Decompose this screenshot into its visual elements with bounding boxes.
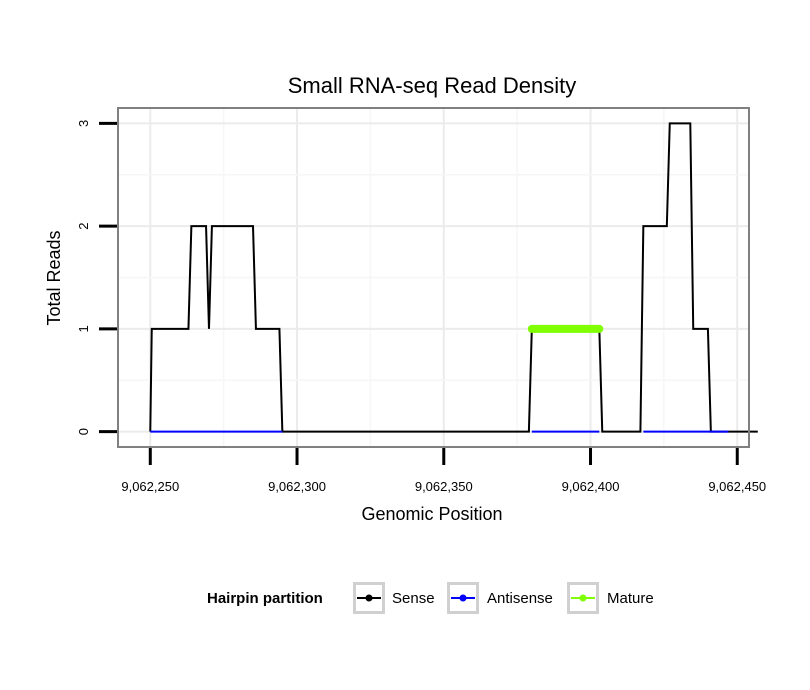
legend-title: Hairpin partition <box>207 590 323 607</box>
x-axis: 9,062,250 9,062,300 9,062,350 9,062,400 9,06… <box>121 448 766 494</box>
legend-key-dot-sense <box>365 594 373 602</box>
legend-label-sense: Sense <box>392 590 435 607</box>
chart-title: Small RNA-seq Read Density <box>288 73 577 98</box>
y-tick-label: 2 <box>76 223 91 230</box>
y-axis: 0 1 2 3 <box>76 120 117 435</box>
x-tick-label: 9,062,300 <box>268 479 326 494</box>
x-tick-label: 9,062,400 <box>562 479 620 494</box>
y-tick-label: 0 <box>76 428 91 435</box>
legend-label-mature: Mature <box>607 590 654 607</box>
legend: Hairpin partition Sense Antisense Mature <box>207 582 654 614</box>
y-tick-label: 3 <box>76 120 91 127</box>
grid-lines <box>118 108 749 447</box>
y-axis-label: Total Reads <box>44 230 64 325</box>
series-layer <box>149 122 758 433</box>
x-tick-label: 9,062,450 <box>708 479 766 494</box>
x-tick-label: 9,062,350 <box>415 479 473 494</box>
x-tick-label: 9,062,250 <box>121 479 179 494</box>
y-tick-label: 1 <box>76 325 91 332</box>
plot-border <box>117 107 750 448</box>
legend-label-antisense: Antisense <box>487 590 553 607</box>
legend-key-dot-mature <box>579 594 587 602</box>
legend-key-dot-antisense <box>459 594 467 602</box>
x-axis-label: Genomic Position <box>361 504 502 524</box>
